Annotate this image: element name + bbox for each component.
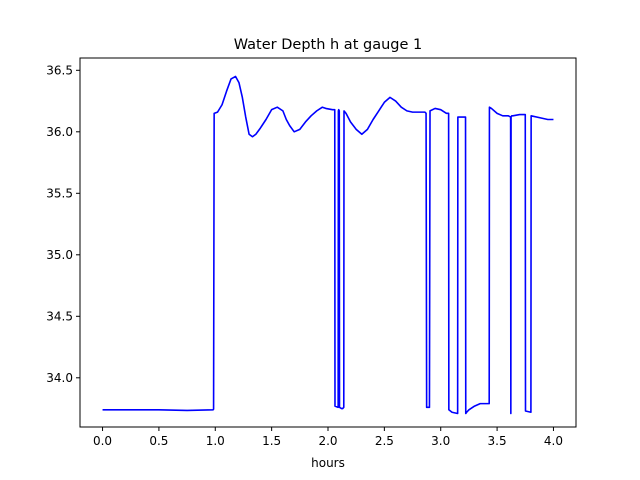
y-tick-label: 34.0 — [46, 371, 73, 385]
x-tick-label: 2.0 — [318, 434, 337, 448]
chart-title: Water Depth h at gauge 1 — [234, 37, 422, 53]
x-axis-title: hours — [311, 456, 345, 470]
series-line-0 — [102, 75, 554, 415]
y-tick-label: 34.5 — [46, 309, 73, 323]
y-tick-label: 36.5 — [46, 63, 73, 77]
plot-layer — [102, 75, 554, 415]
x-tick-label: 3.5 — [488, 434, 507, 448]
x-tick-label: 0.0 — [93, 434, 112, 448]
y-tick-label: 36.0 — [46, 125, 73, 139]
x-tick-label: 3.0 — [431, 434, 450, 448]
y-tick-label: 35.0 — [46, 248, 73, 262]
x-axis: 0.0 0.5 1.0 1.5 2.0 2.5 3.0 3.5 4.0 — [93, 427, 563, 448]
x-tick-label: 4.0 — [544, 434, 563, 448]
x-tick-label: 0.5 — [149, 434, 168, 448]
y-tick-label: 35.5 — [46, 186, 73, 200]
y-axis: 34.0 34.5 35.0 35.5 36.0 36.5 — [46, 63, 80, 385]
x-tick-label: 1.0 — [206, 434, 225, 448]
x-tick-label: 2.5 — [375, 434, 394, 448]
x-tick-label: 1.5 — [262, 434, 281, 448]
